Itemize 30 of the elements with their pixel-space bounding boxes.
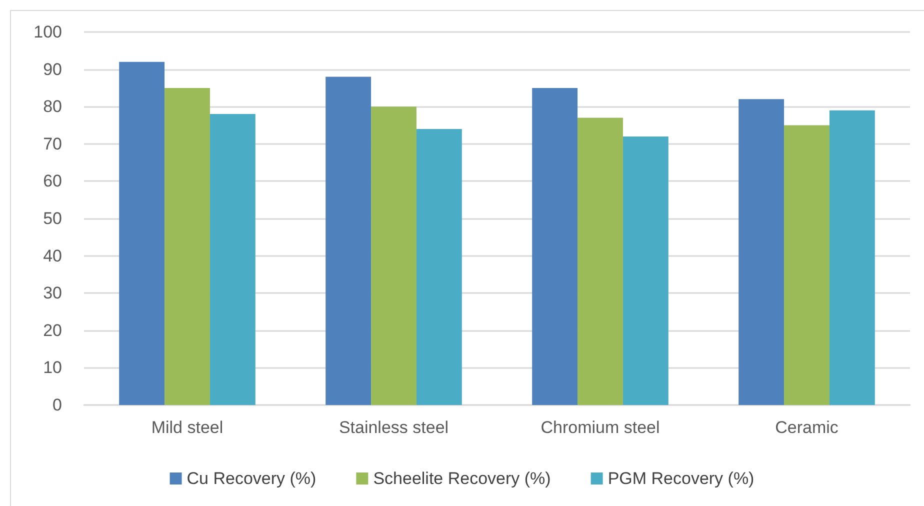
x-tick-label: Mild steel — [151, 418, 224, 437]
y-tick-label: 70 — [43, 134, 62, 154]
bar — [416, 128, 462, 405]
bar — [622, 136, 668, 405]
y-tick-label: 80 — [43, 97, 62, 116]
y-tick-label: 90 — [43, 60, 62, 79]
y-tick-label: 100 — [34, 22, 62, 42]
y-tick-label: 0 — [52, 396, 62, 414]
bar — [578, 118, 623, 405]
y-tick-label: 50 — [43, 209, 62, 228]
x-tick-label: Chromium steel — [540, 418, 660, 437]
legend-label: Scheelite Recovery (%) — [373, 469, 551, 488]
legend-label: PGM Recovery (%) — [608, 469, 754, 488]
y-tick-label: 10 — [43, 358, 62, 378]
y-tick-label: 30 — [43, 284, 62, 303]
x-tick-label: Ceramic — [775, 418, 839, 437]
bar — [829, 110, 875, 405]
bar — [326, 76, 372, 405]
y-tick-label: 20 — [43, 320, 62, 340]
y-tick-label: 40 — [43, 246, 62, 266]
bar — [164, 88, 210, 405]
legend-label: Cu Recovery (%) — [186, 469, 316, 488]
y-tick-label: 60 — [43, 172, 62, 191]
bar — [784, 125, 830, 405]
bar — [532, 88, 578, 405]
bar — [738, 99, 784, 405]
bar — [210, 114, 256, 405]
x-tick-label: Stainless steel — [338, 418, 449, 437]
bar — [371, 106, 416, 405]
bar — [119, 62, 165, 405]
